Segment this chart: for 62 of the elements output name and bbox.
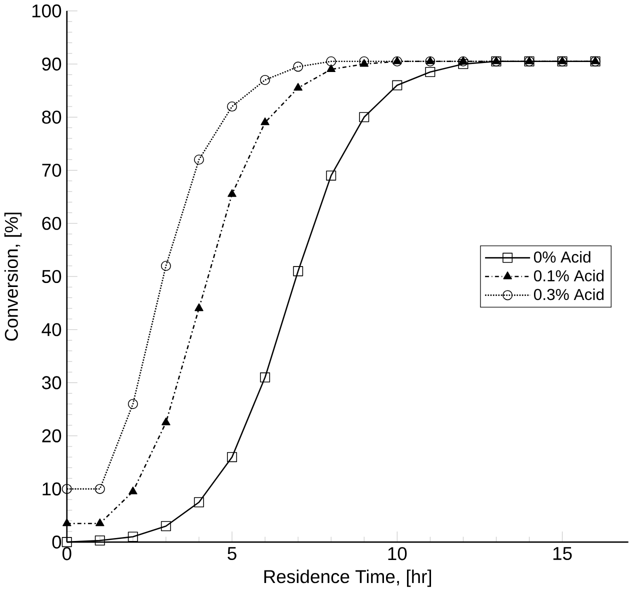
point	[293, 266, 304, 276]
x-tick-label: 5	[228, 547, 236, 560]
point	[392, 80, 402, 90]
point	[94, 535, 105, 546]
point	[227, 452, 238, 462]
point	[194, 303, 204, 311]
y-tick-label: 60	[42, 216, 62, 230]
y-tick-label: 80	[42, 110, 62, 124]
y-tick-label: 90	[42, 57, 62, 70]
y-tick-label: 30	[42, 376, 62, 390]
point	[326, 56, 336, 66]
point	[62, 484, 72, 494]
point	[128, 486, 138, 494]
point	[590, 56, 600, 64]
point	[160, 260, 171, 271]
point	[128, 532, 138, 542]
point	[260, 74, 270, 85]
legend-label: 0.3% Acid	[534, 288, 604, 300]
point	[458, 56, 468, 64]
point	[294, 82, 302, 91]
legend-label: 0.1% Acid	[534, 270, 604, 282]
y-tick-label: 70	[42, 164, 62, 177]
point	[62, 536, 72, 547]
y-axis-title: Conversion, [%]	[4, 212, 22, 341]
y-tick-label: 100	[32, 4, 62, 18]
point	[425, 66, 436, 77]
y-tick-label: 10	[42, 482, 62, 496]
y-tick-label: 40	[42, 322, 62, 336]
point	[359, 56, 370, 66]
point	[326, 64, 336, 72]
point	[458, 56, 468, 66]
point	[194, 154, 204, 165]
point	[492, 56, 501, 64]
point	[326, 170, 336, 180]
point	[293, 62, 304, 72]
point	[128, 398, 138, 409]
point	[96, 518, 104, 526]
point	[524, 56, 534, 64]
point	[426, 56, 435, 64]
x-tick-label: 15	[553, 547, 572, 560]
point	[194, 497, 204, 508]
point	[160, 521, 171, 532]
y-tick-label: 50	[42, 270, 62, 283]
point	[227, 101, 238, 112]
point	[162, 417, 170, 426]
point	[458, 58, 468, 69]
x-tick-label: 0	[62, 546, 72, 560]
point	[392, 56, 402, 64]
legend-label: 0% Acid	[534, 250, 590, 263]
point	[359, 112, 370, 122]
point	[62, 518, 72, 526]
y-tick-label: 0	[52, 535, 62, 548]
x-tick-label: 10	[388, 546, 407, 560]
point	[558, 56, 567, 64]
x-axis-title: Residence Time, [hr]	[264, 570, 432, 587]
point	[392, 56, 402, 66]
point	[228, 189, 236, 197]
point	[94, 484, 105, 494]
point	[260, 372, 270, 382]
point	[425, 56, 436, 66]
point	[260, 117, 270, 126]
y-tick-label: 20	[42, 429, 62, 442]
